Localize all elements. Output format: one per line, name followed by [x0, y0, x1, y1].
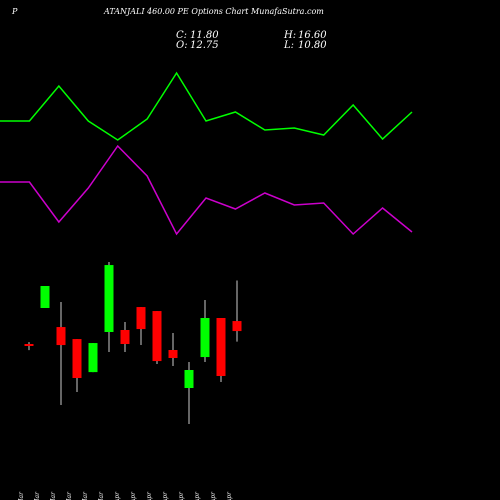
- x-tick-label: 03 Apr: [146, 491, 153, 500]
- indicator-line: [0, 71, 413, 141]
- stat-label: H:: [283, 30, 296, 41]
- stat-value: 10.80: [298, 40, 327, 51]
- candle-body: [40, 286, 50, 308]
- candle-body: [104, 265, 114, 332]
- candle-body: [120, 330, 130, 344]
- x-tick-label: 09 Apr: [210, 491, 217, 500]
- stat-value: 12.75: [190, 40, 219, 51]
- x-tick-label: 27 Mar: [82, 491, 89, 500]
- x-tick-label: 08 Apr: [194, 491, 201, 500]
- x-tick-label: 04 Apr: [162, 491, 169, 500]
- candle-body: [88, 343, 98, 373]
- candle-body: [216, 318, 226, 376]
- stat-value: 16.60: [298, 30, 327, 41]
- indicator-line: [0, 144, 413, 236]
- candle-body: [200, 318, 210, 358]
- x-tick-label: 02 Apr: [130, 491, 137, 500]
- stat-label: C:: [176, 30, 187, 41]
- x-tick-label: 11 Apr: [226, 491, 233, 500]
- candle-body: [152, 311, 162, 362]
- x-tick-label: 07 Apr: [178, 491, 185, 500]
- candle-body: [56, 327, 66, 346]
- x-tick-label: 22 Mar: [34, 491, 41, 500]
- candle-body: [184, 370, 194, 388]
- x-tick-label: 01 Apr: [114, 491, 121, 500]
- stat-label: O:: [176, 40, 188, 51]
- candle-body: [24, 344, 34, 346]
- candle-body: [232, 321, 242, 332]
- candle-body: [168, 350, 178, 358]
- stat-label: L:: [283, 40, 294, 51]
- x-tick-label: 24 Mar: [50, 491, 57, 500]
- candle-body: [72, 339, 82, 378]
- x-tick-label: 25 Mar: [66, 491, 73, 500]
- x-tick-label: 20 Mar: [18, 491, 25, 500]
- x-tick-label: 28 Mar: [98, 491, 105, 500]
- chart-title: ATANJALI 460.00 PE Options Chart MunafaS…: [103, 7, 324, 16]
- stat-value: 11.80: [190, 30, 219, 41]
- title-prefix: P: [11, 7, 18, 16]
- candle-body: [136, 307, 146, 330]
